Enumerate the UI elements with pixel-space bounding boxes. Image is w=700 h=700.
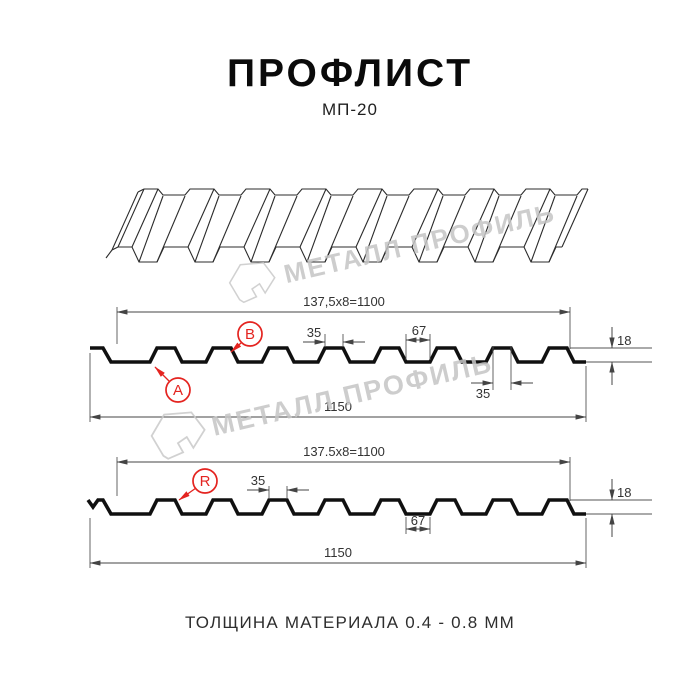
rib-edge-line [324,195,354,263]
page-title: ПРОФЛИСТ [226,52,474,95]
rib-edge-line [492,195,522,263]
label-b-leader [230,342,242,353]
dim-label-18: 18 [617,485,631,500]
dim-label-1150: 1150 [324,399,352,414]
rib-edge-line [250,195,276,263]
sheet-back-edge [144,188,588,196]
cross-section-1: 137,5x8=1100 B A 35 67 35 18 [89,294,652,422]
label-r-circle [192,468,218,494]
sheet-right-cut-edge [561,188,589,248]
rib-edge-line [411,188,439,248]
rib-edge-line [212,195,242,263]
sheet-left-top-join [137,188,145,193]
rib-edge-line [306,195,332,263]
dim-label-1150: 1150 [324,545,352,560]
rib-edge-line [268,195,298,263]
rib-edge-line [355,188,383,248]
sheet-left-bottom-join [111,246,119,251]
rib-edge-line [194,195,220,263]
rib-edge-line [418,195,444,263]
profile-outline-side-a [90,346,586,364]
sheet-3d-view [105,188,589,263]
dim-label-1100: 137,5x8=1100 [303,294,385,309]
cross-section-2: 137.5x8=1100 R 35 67 18 1150 [86,444,652,568]
rib-edge-line [156,195,186,263]
label-b: B [245,326,255,343]
dim-label-35: 35 [251,473,265,488]
rib-edge-line [474,195,500,263]
profile-outline-side-r [86,498,586,516]
rib-edge-line [138,195,164,263]
dim-label-35: 35 [307,325,321,340]
sheet-rib-lines [131,188,578,263]
rib-edge-line [243,188,271,248]
rib-edge-line [362,195,388,263]
rib-edge-line [530,195,556,263]
rib-edge-line [523,188,551,248]
rib-edge-line [131,188,159,248]
label-a-circle [165,377,191,403]
sheet-edge-tail [105,249,113,259]
rib-edge-line [548,195,578,263]
rib-edge-line [187,188,215,248]
watermark-1: МЕТАЛЛ ПРОФИЛЬ [228,197,558,304]
brand-logo-icon [150,411,206,460]
rib-edge-line [467,188,495,248]
dim-label-35b: 35 [476,386,490,401]
profile-model-label: МП-20 [322,100,378,119]
material-thickness-note: ТОЛЩИНА МАТЕРИАЛА 0.4 - 0.8 ММ [184,613,516,632]
brand-logo-icon [228,262,276,304]
dim-label-18: 18 [617,333,631,348]
sheet-left-cut-edge [117,188,145,248]
watermark-text: МЕТАЛЛ ПРОФИЛЬ [281,197,558,289]
dim-label-67: 67 [412,323,426,338]
dim-label-67: 67 [411,513,425,528]
label-a-leader [154,366,170,382]
rib-edge-line [299,188,327,248]
label-b-circle [237,321,263,347]
rib-edge-line [380,195,410,263]
dim-label-1100: 137.5x8=1100 [303,444,385,459]
rib-edge-line [436,195,466,263]
label-r-leader [178,487,197,501]
sheet-left-thickness-edge [111,191,139,251]
label-r: R [200,473,211,490]
label-a: A [173,382,183,399]
